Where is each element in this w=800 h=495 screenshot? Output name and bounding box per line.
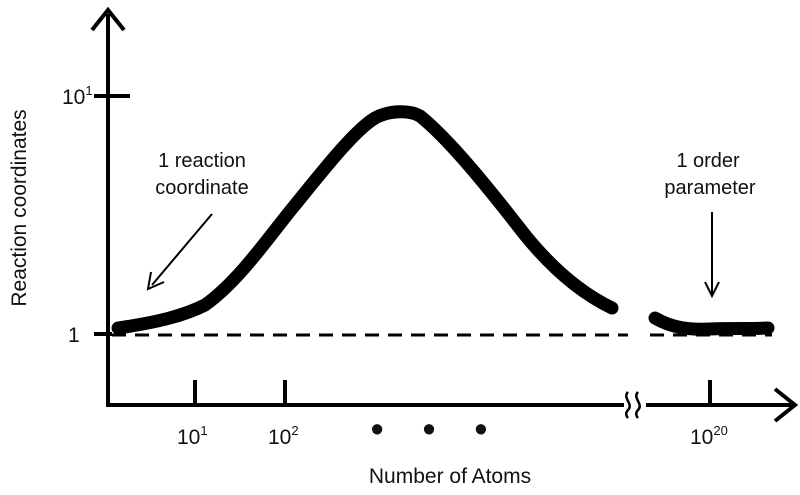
left-annotation-arrowhead	[146, 271, 165, 291]
x-axis-break-mark-2	[634, 391, 641, 419]
order-parameter-curve	[648, 311, 775, 336]
y-axis-title: Reaction coordinates	[8, 109, 31, 306]
x-tick-label-10-20: 1020	[690, 423, 728, 449]
x-axis-arrowhead	[773, 387, 799, 423]
left-annotation-line-2: coordinate	[155, 177, 248, 199]
reaction-coordinate-curve	[111, 105, 619, 335]
x-axis-title: Number of Atoms	[369, 465, 531, 488]
left-annotation-line-1: 1 reaction	[158, 150, 246, 172]
x-axis-break-mark-1	[624, 391, 631, 419]
y-axis-arrowhead	[90, 6, 126, 32]
left-annotation-arrow	[151, 213, 213, 286]
right-annotation-line-1: 1 order	[676, 150, 740, 172]
y-tick-label-10: 101	[62, 83, 93, 109]
x-tick-label-100: 102	[268, 423, 299, 449]
y-tick-label-1: 1	[68, 324, 80, 347]
x-axis-ellipsis: • • •	[370, 409, 501, 451]
right-annotation-arrowhead	[704, 281, 720, 299]
right-annotation-line-2: parameter	[664, 177, 755, 199]
x-tick-label-10: 101	[177, 423, 208, 449]
